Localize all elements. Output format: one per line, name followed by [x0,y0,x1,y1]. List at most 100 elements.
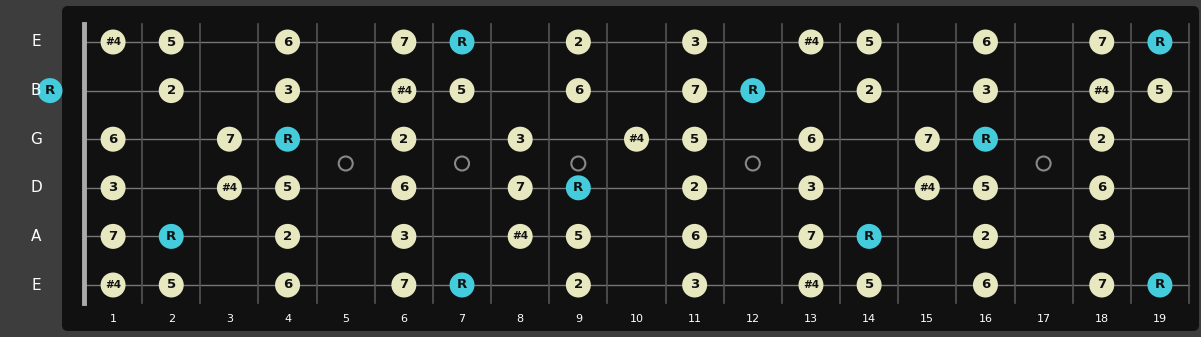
Circle shape [159,273,184,298]
Circle shape [682,224,707,249]
Circle shape [566,273,591,298]
Text: 2: 2 [167,84,175,97]
Text: R: R [573,181,584,194]
Circle shape [101,273,126,298]
Text: 1: 1 [109,314,116,324]
Text: 7: 7 [922,133,932,146]
Text: G: G [30,132,42,147]
Text: R: R [980,133,991,146]
Circle shape [915,127,940,152]
Circle shape [1089,273,1115,298]
Text: 6: 6 [283,35,292,49]
Circle shape [1089,30,1115,55]
Text: #4: #4 [628,134,645,144]
Circle shape [392,78,417,103]
Circle shape [101,224,126,249]
Circle shape [1147,30,1172,55]
Text: A: A [31,229,41,244]
Text: 18: 18 [1094,314,1109,324]
Circle shape [275,273,300,298]
Text: 2: 2 [168,314,175,324]
Circle shape [1089,78,1115,103]
Text: 3: 3 [1098,230,1106,243]
Circle shape [392,273,417,298]
Circle shape [856,273,882,298]
Circle shape [392,175,417,200]
Text: 2: 2 [399,133,408,146]
Text: R: R [864,230,874,243]
Text: 6: 6 [981,278,990,292]
Text: R: R [456,278,467,292]
Circle shape [799,224,824,249]
FancyBboxPatch shape [62,6,1199,331]
Circle shape [159,224,184,249]
Circle shape [392,127,417,152]
Text: #4: #4 [803,280,819,290]
Circle shape [799,30,824,55]
Text: 5: 5 [1155,84,1165,97]
Text: 7: 7 [108,230,118,243]
Text: 7: 7 [806,230,815,243]
Text: 6: 6 [400,314,407,324]
Text: 3: 3 [283,84,292,97]
Circle shape [973,78,998,103]
Text: #4: #4 [396,86,412,96]
Bar [68,24,1193,303]
Circle shape [856,30,882,55]
Text: 6: 6 [1098,181,1106,194]
Text: 5: 5 [574,230,582,243]
Text: R: R [44,84,55,97]
Text: 7: 7 [1098,35,1106,49]
Text: 7: 7 [515,181,525,194]
Text: 11: 11 [688,314,701,324]
Circle shape [275,127,300,152]
Circle shape [915,175,940,200]
Text: 5: 5 [167,35,175,49]
Circle shape [101,175,126,200]
Text: 9: 9 [575,314,582,324]
Circle shape [1147,273,1172,298]
Text: 5: 5 [342,314,349,324]
Text: #4: #4 [803,37,819,47]
Text: #4: #4 [104,280,121,290]
Circle shape [275,30,300,55]
Circle shape [856,78,882,103]
Text: 13: 13 [803,314,818,324]
Circle shape [217,175,241,200]
Text: 2: 2 [283,230,292,243]
Text: 3: 3 [226,314,233,324]
Text: 5: 5 [865,278,873,292]
Circle shape [566,30,591,55]
Circle shape [566,175,591,200]
Circle shape [159,78,184,103]
Text: 6: 6 [691,230,699,243]
Text: R: R [456,35,467,49]
Text: 14: 14 [862,314,877,324]
Circle shape [566,224,591,249]
Circle shape [973,273,998,298]
Circle shape [508,127,533,152]
Text: 4: 4 [283,314,291,324]
Text: 7: 7 [399,35,408,49]
Circle shape [508,175,533,200]
Circle shape [799,273,824,298]
Text: 19: 19 [1153,314,1167,324]
Circle shape [449,30,474,55]
Circle shape [856,224,882,249]
Circle shape [682,127,707,152]
Text: 6: 6 [981,35,990,49]
Text: E: E [31,34,41,50]
Text: D: D [30,180,42,195]
Text: 3: 3 [515,133,525,146]
Text: 3: 3 [981,84,990,97]
Circle shape [217,127,241,152]
Text: 5: 5 [167,278,175,292]
Text: 6: 6 [283,278,292,292]
Circle shape [275,78,300,103]
Text: 2: 2 [981,230,990,243]
Circle shape [508,224,533,249]
Text: 7: 7 [691,84,699,97]
Text: 5: 5 [283,181,292,194]
Text: B: B [31,83,41,98]
Circle shape [682,175,707,200]
